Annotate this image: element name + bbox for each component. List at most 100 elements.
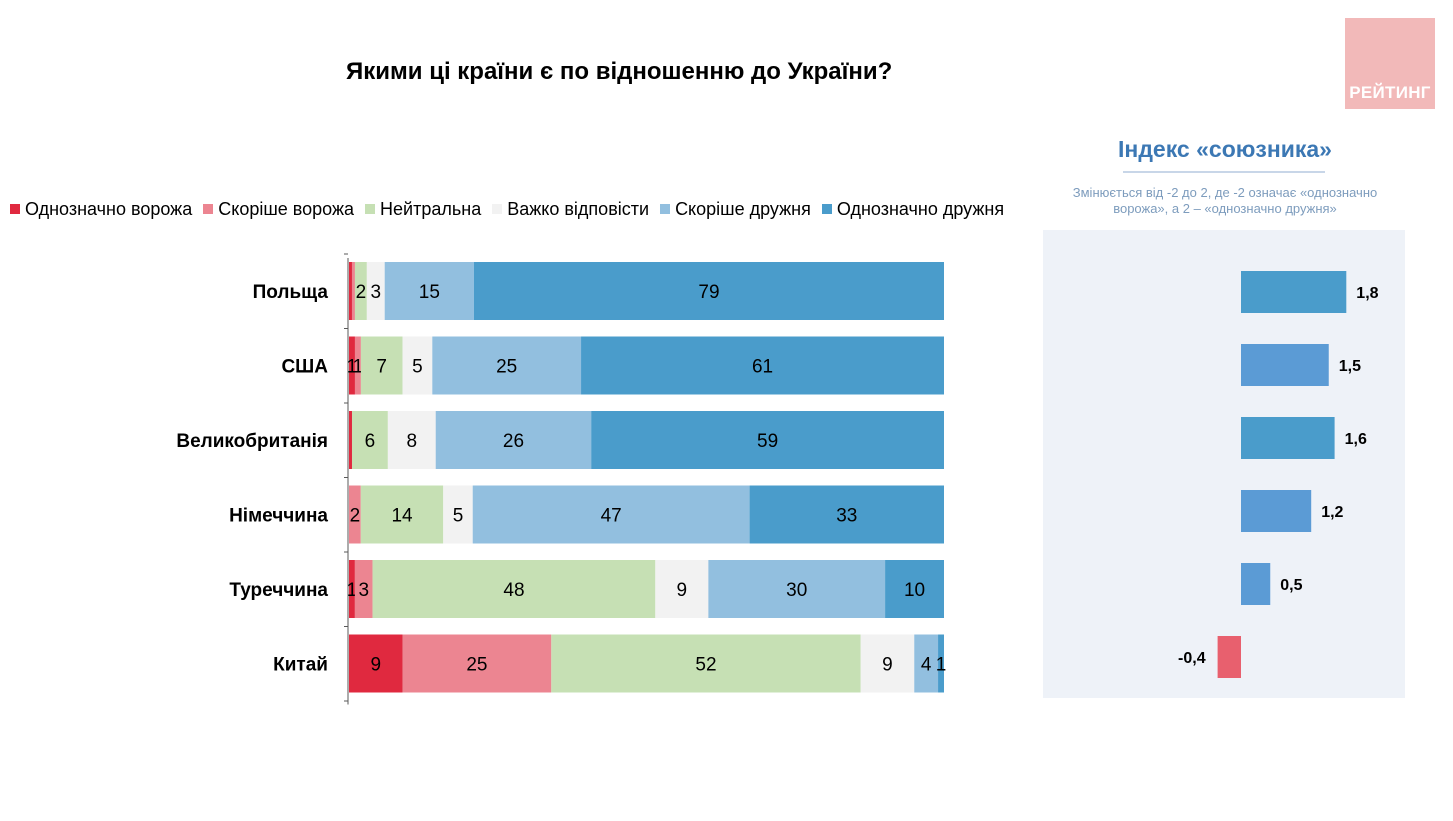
data-label: 15 — [419, 282, 440, 303]
bar-segment — [443, 485, 473, 544]
bar-segment — [360, 336, 403, 395]
index-bar — [1241, 563, 1271, 605]
bar-segment — [349, 411, 352, 469]
bar-segment — [708, 560, 886, 618]
data-label: 33 — [836, 506, 857, 527]
data-label: 52 — [695, 655, 716, 676]
bar-segment — [384, 262, 474, 320]
data-label: 1 — [347, 357, 358, 378]
bar-segment — [354, 262, 367, 320]
data-label: 5 — [453, 506, 464, 527]
index-bar — [1241, 417, 1335, 459]
bar-segment — [360, 485, 444, 544]
data-label: 2 — [356, 282, 367, 303]
legend-item: Скоріше дружня — [660, 199, 811, 220]
bar-segment — [387, 411, 436, 469]
category-label: США — [281, 357, 328, 378]
data-label: 61 — [752, 357, 773, 378]
chart-title: Якими ці країни є по відношенню до Украї… — [346, 58, 893, 85]
bar-segment — [472, 485, 750, 544]
data-label: 4 — [921, 655, 932, 676]
index-bar — [1241, 490, 1312, 532]
index-value-label: 1,2 — [1321, 504, 1343, 521]
bar-segment — [349, 262, 352, 320]
data-label: 9 — [677, 580, 688, 601]
legend-swatch — [365, 204, 376, 214]
category-label: Туреччина — [229, 580, 328, 601]
bar-segment — [435, 411, 592, 469]
bar-segment — [914, 634, 939, 693]
legend-label: Нейтральна — [380, 198, 482, 219]
legend-label: Однозначно дружня — [836, 198, 1005, 219]
category-label: Німеччина — [229, 506, 328, 527]
rating-logo: РЕЙТИНГ — [1345, 18, 1435, 109]
index-value-label: -0,4 — [1178, 650, 1206, 667]
data-label: 8 — [406, 431, 417, 452]
index-value-label: 1,5 — [1339, 358, 1361, 375]
bar-segment — [749, 485, 944, 544]
data-label: 9 — [370, 655, 381, 676]
legend-swatch — [10, 204, 20, 214]
bar-segment — [366, 262, 385, 320]
data-label: 2 — [350, 506, 361, 527]
data-label: 1 — [347, 580, 358, 601]
index-value-label: 1,8 — [1356, 285, 1378, 302]
index-bar — [1241, 271, 1347, 313]
index-bar — [1217, 636, 1241, 678]
legend-label: Скоріше ворожа — [218, 198, 355, 219]
bar-segment — [349, 634, 403, 693]
legend-label: Важко відповісти — [507, 198, 650, 219]
category-label: Китай — [273, 655, 328, 676]
data-label: 3 — [358, 580, 369, 601]
data-label: 59 — [757, 431, 778, 452]
data-label: 10 — [904, 580, 925, 601]
legend-item: Скоріше ворожа — [203, 199, 354, 220]
bar-segment — [402, 336, 433, 395]
data-label: 47 — [601, 506, 622, 527]
bar-segment — [860, 634, 915, 693]
bar-segment — [655, 560, 709, 618]
bar-segment — [372, 560, 656, 618]
legend-item: Важко відповісти — [492, 199, 649, 220]
data-label: 6 — [365, 431, 376, 452]
bar-segment — [581, 336, 944, 395]
legend-label: Однозначно ворожа — [25, 198, 193, 219]
data-label: 48 — [503, 580, 524, 601]
category-label: Польща — [253, 282, 329, 303]
legend-label: Скоріше дружня — [675, 198, 811, 219]
bar-segment — [351, 411, 388, 469]
legend-item: Однозначно ворожа — [10, 199, 192, 220]
legend-item: Однозначно дружня — [821, 198, 1005, 220]
bar-segment — [402, 634, 552, 693]
data-label: 26 — [503, 431, 524, 452]
index-bar — [1241, 344, 1329, 386]
index-bar-chart: 1,8 1,5 1,6 1,2 0,5 -0,4 — [1178, 271, 1379, 678]
data-label: 1 — [353, 357, 364, 378]
legend-swatch — [203, 204, 214, 214]
legend-swatch — [821, 204, 832, 214]
data-label: 79 — [698, 282, 719, 303]
bar-segment — [354, 336, 361, 395]
data-label: 9 — [882, 655, 893, 676]
bar-segment — [591, 411, 944, 469]
bar-segment — [349, 560, 355, 618]
bar-segment — [432, 336, 582, 395]
bar-segment — [885, 560, 944, 618]
index-value-label: 0,5 — [1280, 577, 1302, 594]
data-label: 7 — [376, 357, 387, 378]
bar-segment — [349, 485, 361, 544]
data-label: 1 — [936, 655, 947, 676]
legend-item: Нейтральна — [365, 199, 481, 220]
bar-segment — [551, 634, 861, 693]
legend: Однозначно ворожа Скоріше ворожа Нейтральн… — [10, 198, 1015, 220]
index-value-label: 1,6 — [1345, 431, 1367, 448]
data-label: 14 — [391, 506, 413, 527]
index-title-underline — [1123, 171, 1325, 173]
bar-segment — [473, 262, 944, 320]
bar-segment — [938, 634, 944, 693]
legend-swatch — [492, 204, 503, 214]
data-label: 3 — [370, 282, 381, 303]
data-label: 5 — [412, 357, 423, 378]
data-label: 30 — [786, 580, 807, 601]
